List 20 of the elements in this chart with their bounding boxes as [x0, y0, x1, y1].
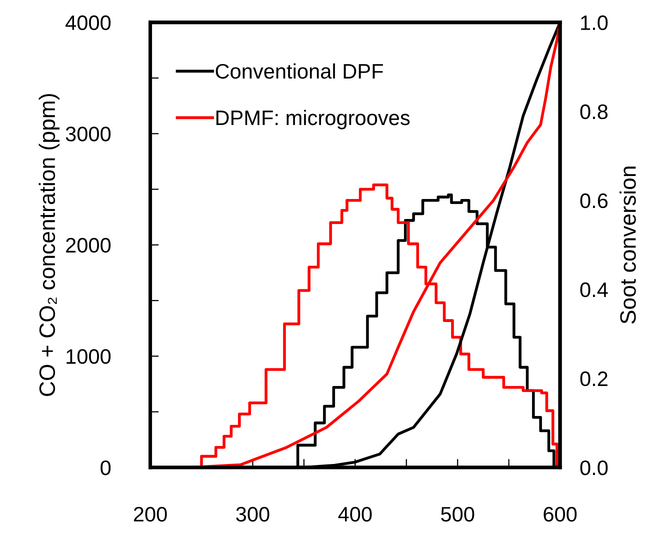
y2-tick-label: 1.0: [581, 15, 608, 30]
y2-axis-title: Soot conversion: [620, 166, 636, 324]
y-tick-label: 3000: [66, 126, 111, 142]
y2-tick-label: 0.6: [580, 193, 608, 208]
y2-tick-label: 0.0: [580, 460, 608, 476]
x-tick-label: 500: [441, 506, 474, 522]
y-tick-label: 2000: [66, 238, 111, 253]
y-axis-title: CO + CO₂ concentration (ppm): [38, 94, 60, 396]
legend-label: DPMF: microgrooves: [216, 110, 410, 130]
x-tick-label: 400: [338, 506, 372, 522]
y2-tick-label: 0.4: [580, 282, 608, 298]
y-tick-label: 4000: [66, 15, 111, 30]
y-tick-label: 1000: [66, 349, 111, 364]
y2-tick-label: 0.8: [580, 104, 608, 120]
x-tick-label: 200: [134, 506, 167, 522]
x-tick-label: 300: [236, 506, 270, 522]
y-tick-label: 0: [100, 460, 111, 476]
legend-label: Conventional DPF: [216, 63, 383, 79]
x-tick-label: 600: [544, 506, 577, 522]
y2-tick-label: 0.2: [580, 371, 608, 386]
